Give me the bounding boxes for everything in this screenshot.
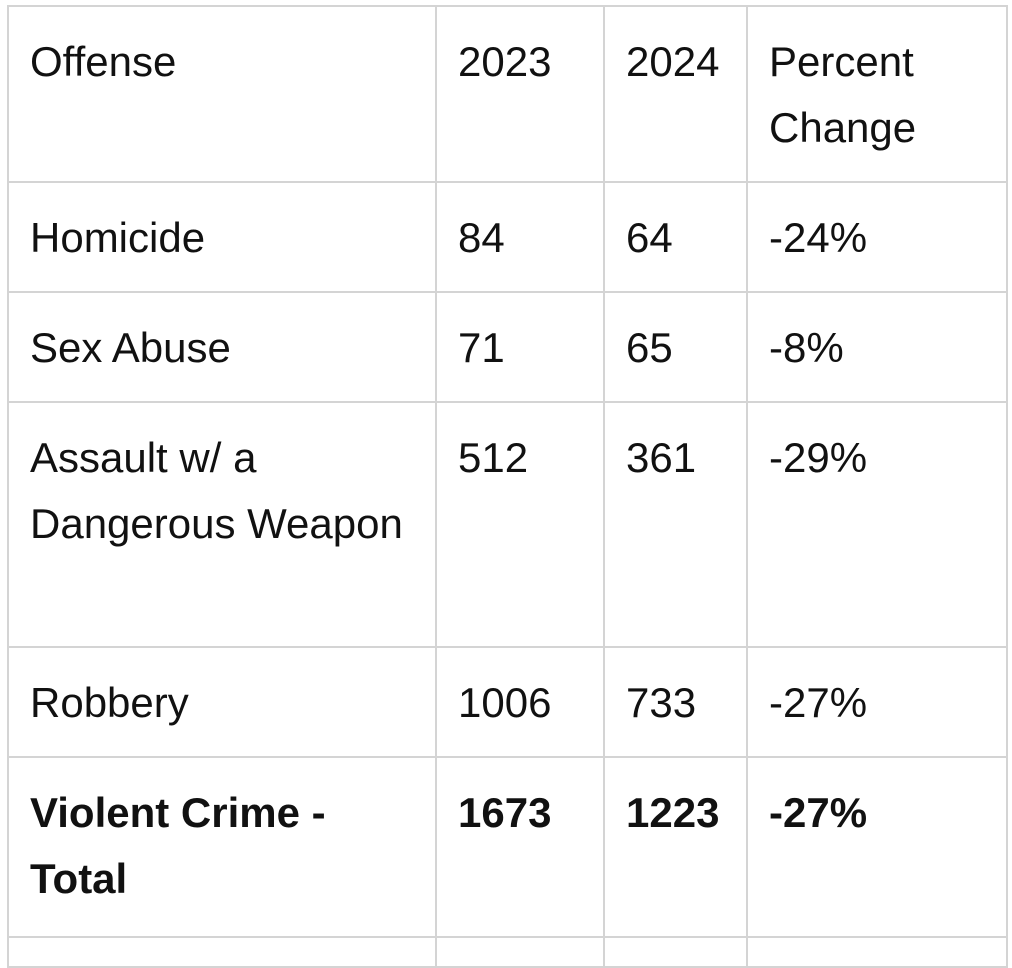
cell-offense: Sex Abuse (7, 291, 437, 403)
cell-2024: 733 (603, 646, 748, 758)
cell-percent-change: -29% (746, 401, 1008, 648)
cell-percent-change: -24% (746, 181, 1008, 293)
cell-2023-total: 1673 (435, 756, 605, 938)
cell-2023: 71 (435, 291, 605, 403)
cell-2023: 84 (435, 181, 605, 293)
table-total-row: Violent Crime - Total 1673 1223 -27% (7, 756, 1008, 938)
cell-percent-change-total: -27% (746, 756, 1008, 938)
cell-2024: 361 (603, 401, 748, 648)
cell-offense: Homicide (7, 181, 437, 293)
table-row-partial (7, 936, 1008, 968)
header-2023: 2023 (435, 5, 605, 183)
table-row: Homicide 84 64 -24% (7, 181, 1008, 293)
cell-empty (435, 936, 605, 968)
crime-statistics-table: Offense 2023 2024 Percent Change Homicid… (7, 5, 1008, 968)
table-row: Sex Abuse 71 65 -8% (7, 291, 1008, 403)
header-offense: Offense (7, 5, 437, 183)
table-row: Robbery 1006 733 -27% (7, 646, 1008, 758)
cell-offense-total: Violent Crime - Total (7, 756, 437, 938)
cell-offense: Assault w/ a Dangerous Weapon (7, 401, 437, 648)
header-2024: 2024 (603, 5, 748, 183)
cell-empty (746, 936, 1008, 968)
cell-2024: 65 (603, 291, 748, 403)
cell-empty (7, 936, 437, 968)
cell-percent-change: -8% (746, 291, 1008, 403)
table-header-row: Offense 2023 2024 Percent Change (7, 5, 1008, 183)
cell-2024-total: 1223 (603, 756, 748, 938)
cell-2024: 64 (603, 181, 748, 293)
header-percent-change: Percent Change (746, 5, 1008, 183)
cell-empty (603, 936, 748, 968)
table-row: Assault w/ a Dangerous Weapon 512 361 -2… (7, 401, 1008, 648)
crime-table-container: Offense 2023 2024 Percent Change Homicid… (7, 5, 1008, 968)
cell-offense: Robbery (7, 646, 437, 758)
cell-percent-change: -27% (746, 646, 1008, 758)
cell-2023: 1006 (435, 646, 605, 758)
cell-2023: 512 (435, 401, 605, 648)
